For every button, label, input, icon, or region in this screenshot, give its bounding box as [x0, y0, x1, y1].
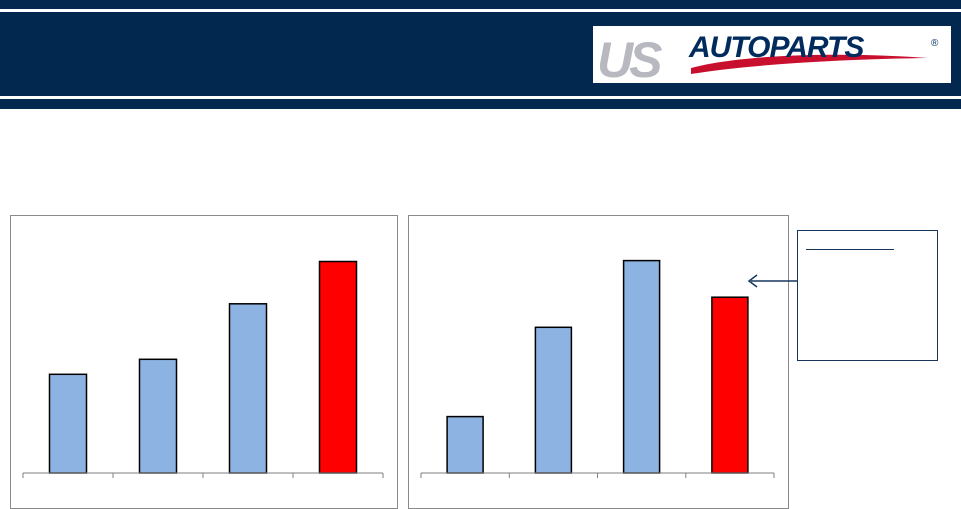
bar-2: [534, 326, 573, 474]
header-stripe-top: [0, 0, 961, 9]
logo-swoosh: [691, 54, 928, 74]
chart-left: [10, 215, 398, 509]
bar-4: [318, 260, 358, 474]
bar-1: [48, 373, 88, 474]
callout-note-underline: [806, 249, 894, 250]
bar-1: [446, 415, 484, 474]
company-logo: US AUTOPARTS ®: [593, 26, 951, 83]
bar-3: [622, 259, 661, 474]
callout-note-box: [797, 230, 938, 361]
logo-autoparts-text: AUTOPARTS: [688, 31, 864, 64]
bar-4: [711, 296, 749, 474]
logo-registered-mark: ®: [931, 38, 939, 49]
logo-us-text: US: [597, 32, 662, 83]
callout-arrow: [747, 274, 798, 288]
chart-right-plot: [420, 259, 775, 478]
chart-left-plot: [22, 260, 384, 478]
bar-2: [138, 358, 178, 474]
header-stripe-bottom: [0, 99, 961, 109]
bar-3: [228, 303, 268, 474]
logo-graphic: US AUTOPARTS ®: [597, 31, 939, 83]
chart-right: [408, 215, 789, 509]
